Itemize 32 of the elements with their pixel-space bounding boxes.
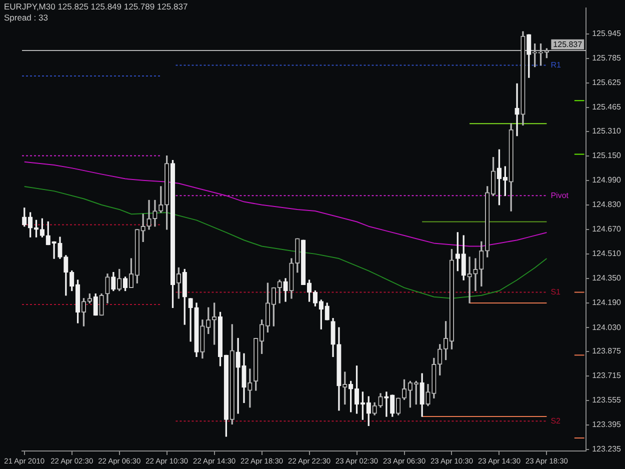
ref-line-label: 125.837	[553, 40, 583, 50]
y-tick-label: 123.875	[592, 346, 622, 356]
y-tick-label: 123.235	[592, 444, 622, 454]
y-tick-label: 125.310	[592, 126, 622, 136]
y-tick-label: 123.555	[592, 396, 622, 405]
y-tick-label: 123.715	[592, 371, 622, 380]
chart-title: EURJPY,M30 125.825 125.849 125.789 125.837	[4, 2, 188, 12]
candlestick	[514, 83, 520, 136]
y-tick-label: 124.030	[592, 322, 622, 332]
candlestick	[52, 241, 56, 259]
y-tick-label: 125.150	[592, 150, 622, 160]
y-tick-label: 124.350	[592, 274, 622, 283]
series-label: R1	[550, 60, 562, 70]
y-tick-label: 123.395	[592, 420, 622, 430]
y-tick-label: 124.510	[592, 249, 622, 258]
candlestick	[248, 368, 252, 408]
series-label: Pivot	[550, 190, 570, 200]
series-label: S1	[550, 287, 562, 296]
y-tick-label: 125.625	[592, 78, 622, 88]
y-tick-label: 124.830	[592, 200, 622, 210]
candlestick	[236, 338, 240, 414]
y-tick-label: 124.990	[592, 176, 622, 185]
series-label: S2	[550, 416, 562, 426]
y-tick-label: 125.465	[592, 102, 622, 112]
y-tick-label: 124.670	[592, 224, 622, 234]
y-tick-label: 124.190	[592, 298, 622, 308]
y-tick-label: 125.785	[592, 54, 622, 63]
candlestick	[467, 256, 472, 304]
candlestick	[188, 298, 193, 342]
candlestick	[473, 258, 478, 292]
text: Spread : 33	[4, 12, 48, 23]
y-tick-label: 125.945	[592, 29, 622, 38]
